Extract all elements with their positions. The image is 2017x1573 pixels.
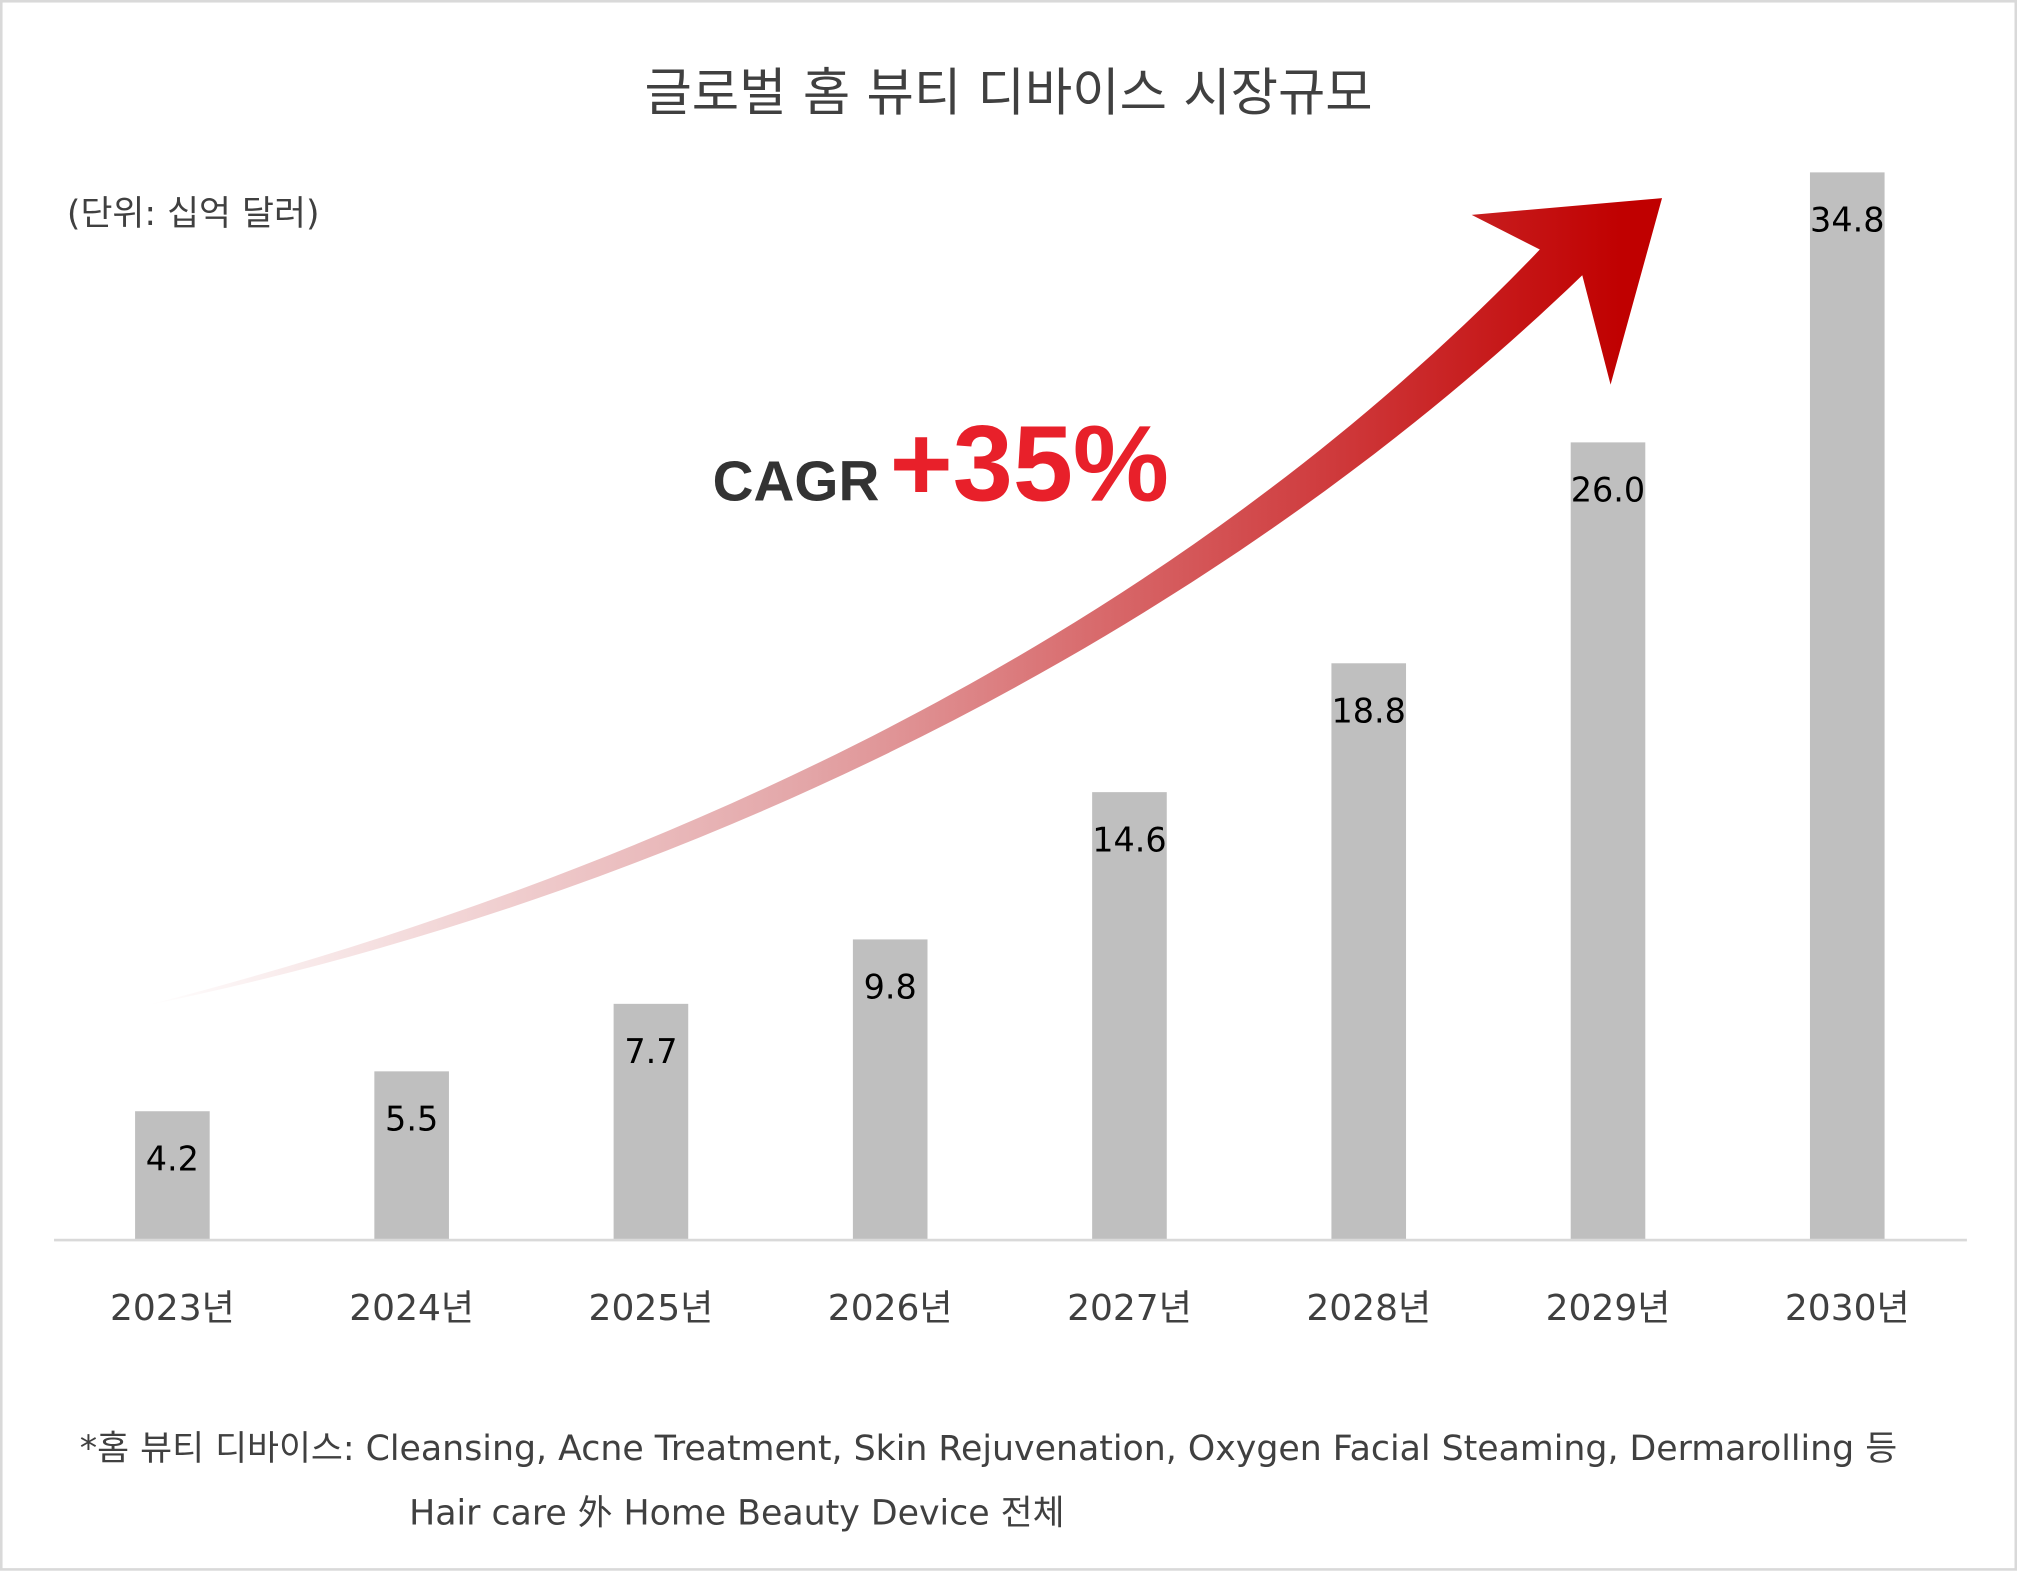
footnote: *홈 뷰티 디바이스: Cleansing, Acne Treatment, S… (80, 1418, 1897, 1547)
data-label: 34.8 (1810, 201, 1884, 240)
data-label: 14.6 (1092, 820, 1166, 859)
bar-2023년 (135, 1111, 210, 1241)
x-tick-label: 2026년 (828, 1288, 953, 1329)
bar-chart: 4.2 2023년 5.5 2024년 7.7 2025년 9.8 2026년 14.6 2027… (54, 172, 1967, 1329)
bar-2030년 (1809, 172, 1885, 1241)
growth-arrow (144, 198, 1663, 1006)
x-tick-label: 2029년 (1546, 1288, 1671, 1329)
bar-2029년 (1570, 442, 1646, 1241)
x-tick-label: 2023년 (110, 1288, 235, 1329)
data-label: 18.8 (1332, 691, 1406, 730)
unit-label: (단위: 십억 달러) (66, 194, 320, 235)
x-tick-label: 2027년 (1067, 1288, 1192, 1329)
cagr-label: CAGR (712, 450, 880, 514)
bar-2025년 (613, 1003, 689, 1241)
data-label: 5.5 (385, 1100, 438, 1139)
x-tick-label: 2030년 (1785, 1288, 1910, 1329)
bar-2027년 (1092, 792, 1167, 1241)
bar-2024년 (374, 1071, 449, 1241)
x-tick-label: 2024년 (349, 1288, 474, 1329)
cagr-value: +35% (889, 402, 1170, 524)
footnote-line-1: *홈 뷰티 디바이스: Cleansing, Acne Treatment, S… (79, 1429, 1898, 1470)
x-tick-label: 2025년 (589, 1288, 714, 1329)
bar-2028년 (1331, 663, 1407, 1241)
data-label: 26.0 (1571, 471, 1645, 510)
data-label: 7.7 (624, 1032, 677, 1071)
data-label: 9.8 (864, 968, 917, 1007)
footnote-line-2: Hair care 外 Home Beauty Device 전체 (409, 1493, 1065, 1534)
cagr-annotation: CAGR +35% (713, 401, 1169, 526)
bar-2026년 (852, 939, 928, 1241)
data-label: 4.2 (146, 1139, 199, 1178)
chart-title: 글로벌 홈 뷰티 디바이스 시장규모 (644, 64, 1373, 124)
x-tick-label: 2028년 (1306, 1288, 1431, 1329)
